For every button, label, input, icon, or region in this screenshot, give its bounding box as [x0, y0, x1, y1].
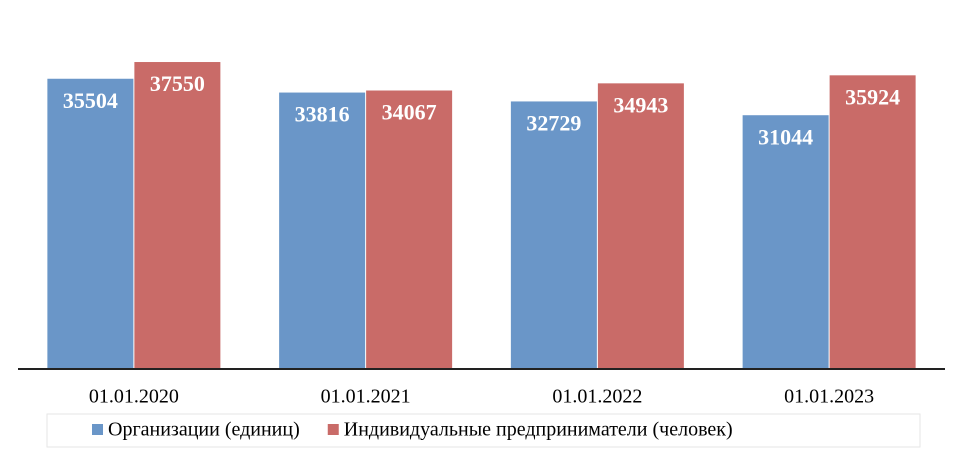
bar — [134, 62, 221, 370]
legend-label: Индивидуальные предприниматели (человек) — [344, 419, 733, 441]
x-tick-label: 01.01.2023 — [784, 386, 874, 408]
value-label: 33816 — [295, 102, 350, 127]
legend-swatch — [327, 424, 339, 435]
x-tick-label: 01.01.2020 — [89, 386, 179, 408]
value-label: 31044 — [758, 124, 813, 149]
bar — [510, 101, 597, 369]
bar — [597, 83, 684, 369]
legend-box — [46, 413, 921, 448]
x-tick-label: 01.01.2021 — [321, 386, 411, 408]
value-label: 37550 — [150, 71, 205, 96]
value-label: 35504 — [63, 88, 118, 113]
legend-label: Организации (единиц) — [108, 419, 300, 441]
value-label: 35924 — [845, 84, 900, 109]
x-tick-label: 01.01.2022 — [552, 386, 642, 408]
value-label: 34067 — [382, 100, 437, 125]
bar — [279, 92, 366, 369]
bar — [829, 75, 916, 370]
value-label: 32729 — [526, 110, 581, 135]
bar — [47, 78, 134, 370]
bar — [366, 90, 453, 370]
bar — [742, 115, 829, 369]
value-label: 34943 — [613, 92, 668, 117]
legend-swatch — [92, 424, 103, 435]
